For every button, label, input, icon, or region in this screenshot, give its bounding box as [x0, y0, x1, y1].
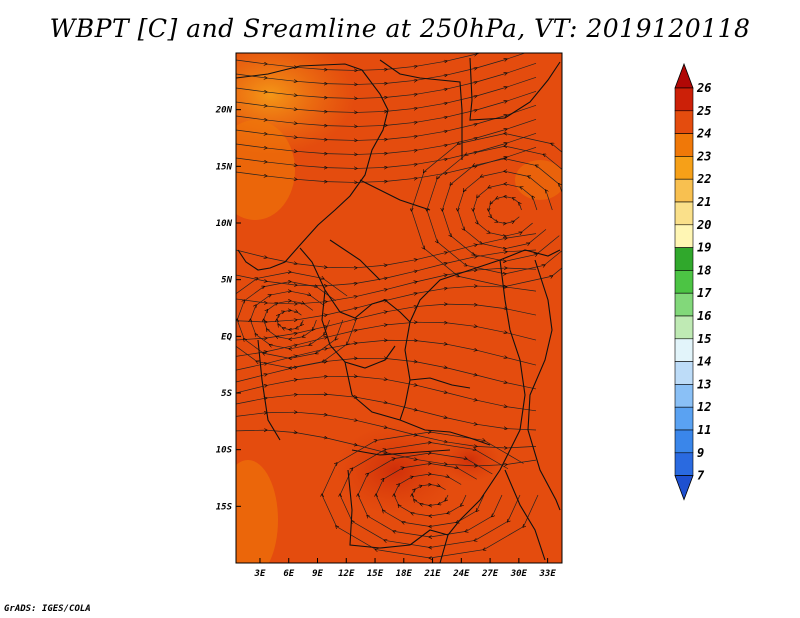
- colorbar-label: 14: [697, 355, 711, 369]
- colorbar-swatch: [674, 201, 694, 226]
- y-tick-label: 20N: [215, 106, 233, 116]
- colorbar-label: 23: [696, 149, 711, 163]
- y-tick-label: EQ: [221, 332, 232, 342]
- x-axis: 3E 6E 9E 12E 15E 18E 21E 24E 27E 30E 33E: [254, 558, 556, 579]
- x-tick-label: 27E: [481, 569, 499, 579]
- colorbar-swatch: [674, 384, 694, 408]
- colorbar-label: 13: [697, 377, 711, 391]
- colorbar-label: 15: [697, 332, 711, 346]
- colorbar-swatch: [674, 315, 694, 340]
- colorbar-swatch: [674, 133, 694, 157]
- colorbar-swatch: [674, 338, 694, 362]
- colorbar-label: 26: [696, 81, 711, 95]
- x-tick-label: 9E: [312, 569, 323, 579]
- colorbar-label: 18: [697, 263, 711, 277]
- colorbar-swatch: [674, 87, 694, 112]
- y-tick-label: 15S: [216, 502, 233, 512]
- x-tick-label: 30E: [510, 569, 528, 579]
- colorbar-label: 11: [697, 423, 711, 437]
- x-tick-label: 15E: [367, 569, 384, 579]
- colorbar-top-arrow: [674, 62, 694, 89]
- colorbar-swatch: [674, 361, 694, 385]
- colorbar-swatch: [674, 110, 694, 134]
- y-axis: 20N 15N 10N 5N EQ 5S 10S 15S: [215, 106, 241, 512]
- colorbar-label: 19: [697, 241, 711, 255]
- streamline: [322, 432, 539, 558]
- chart-title: WBPT [C] and Sreamline at 250hPa, VT: 20…: [49, 14, 751, 43]
- colorbar-swatch: [674, 224, 694, 248]
- x-tick-label: 33E: [538, 569, 556, 579]
- colorbar: 26 25 24 23 22 21 20 19 18 17 16 15 14 13 12 11 9 7: [674, 62, 712, 501]
- wbpt-field: [236, 53, 562, 563]
- colorbar-label: 22: [696, 172, 711, 186]
- y-tick-label: 10N: [216, 219, 233, 229]
- colorbar-swatch: [674, 247, 694, 271]
- colorbar-label: 20: [696, 218, 711, 232]
- x-tick-label: 3E: [254, 569, 266, 579]
- colorbar-swatch: [674, 178, 694, 203]
- x-tick-label: 24E: [452, 569, 470, 579]
- colorbar-label: 16: [697, 309, 711, 323]
- y-tick-label: 5S: [221, 389, 232, 399]
- map-frame: [235, 52, 563, 564]
- colorbar-label: 24: [696, 127, 711, 141]
- colorbar-label: 9: [697, 446, 704, 460]
- colorbar-label: 21: [696, 195, 711, 209]
- colorbar-swatch: [674, 156, 694, 180]
- colorbar-swatch: [674, 452, 694, 476]
- y-tick-label: 15N: [216, 162, 233, 172]
- colorbar-swatch: [674, 429, 694, 454]
- colorbar-bottom-arrow: [674, 475, 694, 501]
- x-tick-label: 6E: [283, 569, 294, 579]
- y-tick-label: 5N: [221, 276, 232, 286]
- colorbar-swatch: [674, 292, 694, 317]
- footer-credit: GrADS: IGES/COLA: [4, 604, 91, 614]
- colorbar-label: 25: [696, 104, 711, 118]
- colorbar-label: 12: [697, 400, 711, 414]
- streamlines: [236, 53, 562, 558]
- x-tick-label: 18E: [396, 569, 413, 579]
- colorbar-label: 17: [697, 286, 712, 300]
- x-tick-label: 12E: [338, 569, 355, 579]
- colorbar-label: 7: [697, 469, 705, 483]
- field-warm-southwest: [236, 460, 278, 563]
- streamline: [236, 272, 357, 368]
- colorbar-swatch: [674, 270, 694, 294]
- field-hot-south: [335, 425, 455, 515]
- y-tick-label: 10S: [216, 446, 233, 456]
- x-tick-label: 21E: [423, 569, 441, 579]
- country-borders: [236, 57, 561, 563]
- colorbar-swatch: [674, 406, 694, 431]
- streamline: [412, 134, 562, 287]
